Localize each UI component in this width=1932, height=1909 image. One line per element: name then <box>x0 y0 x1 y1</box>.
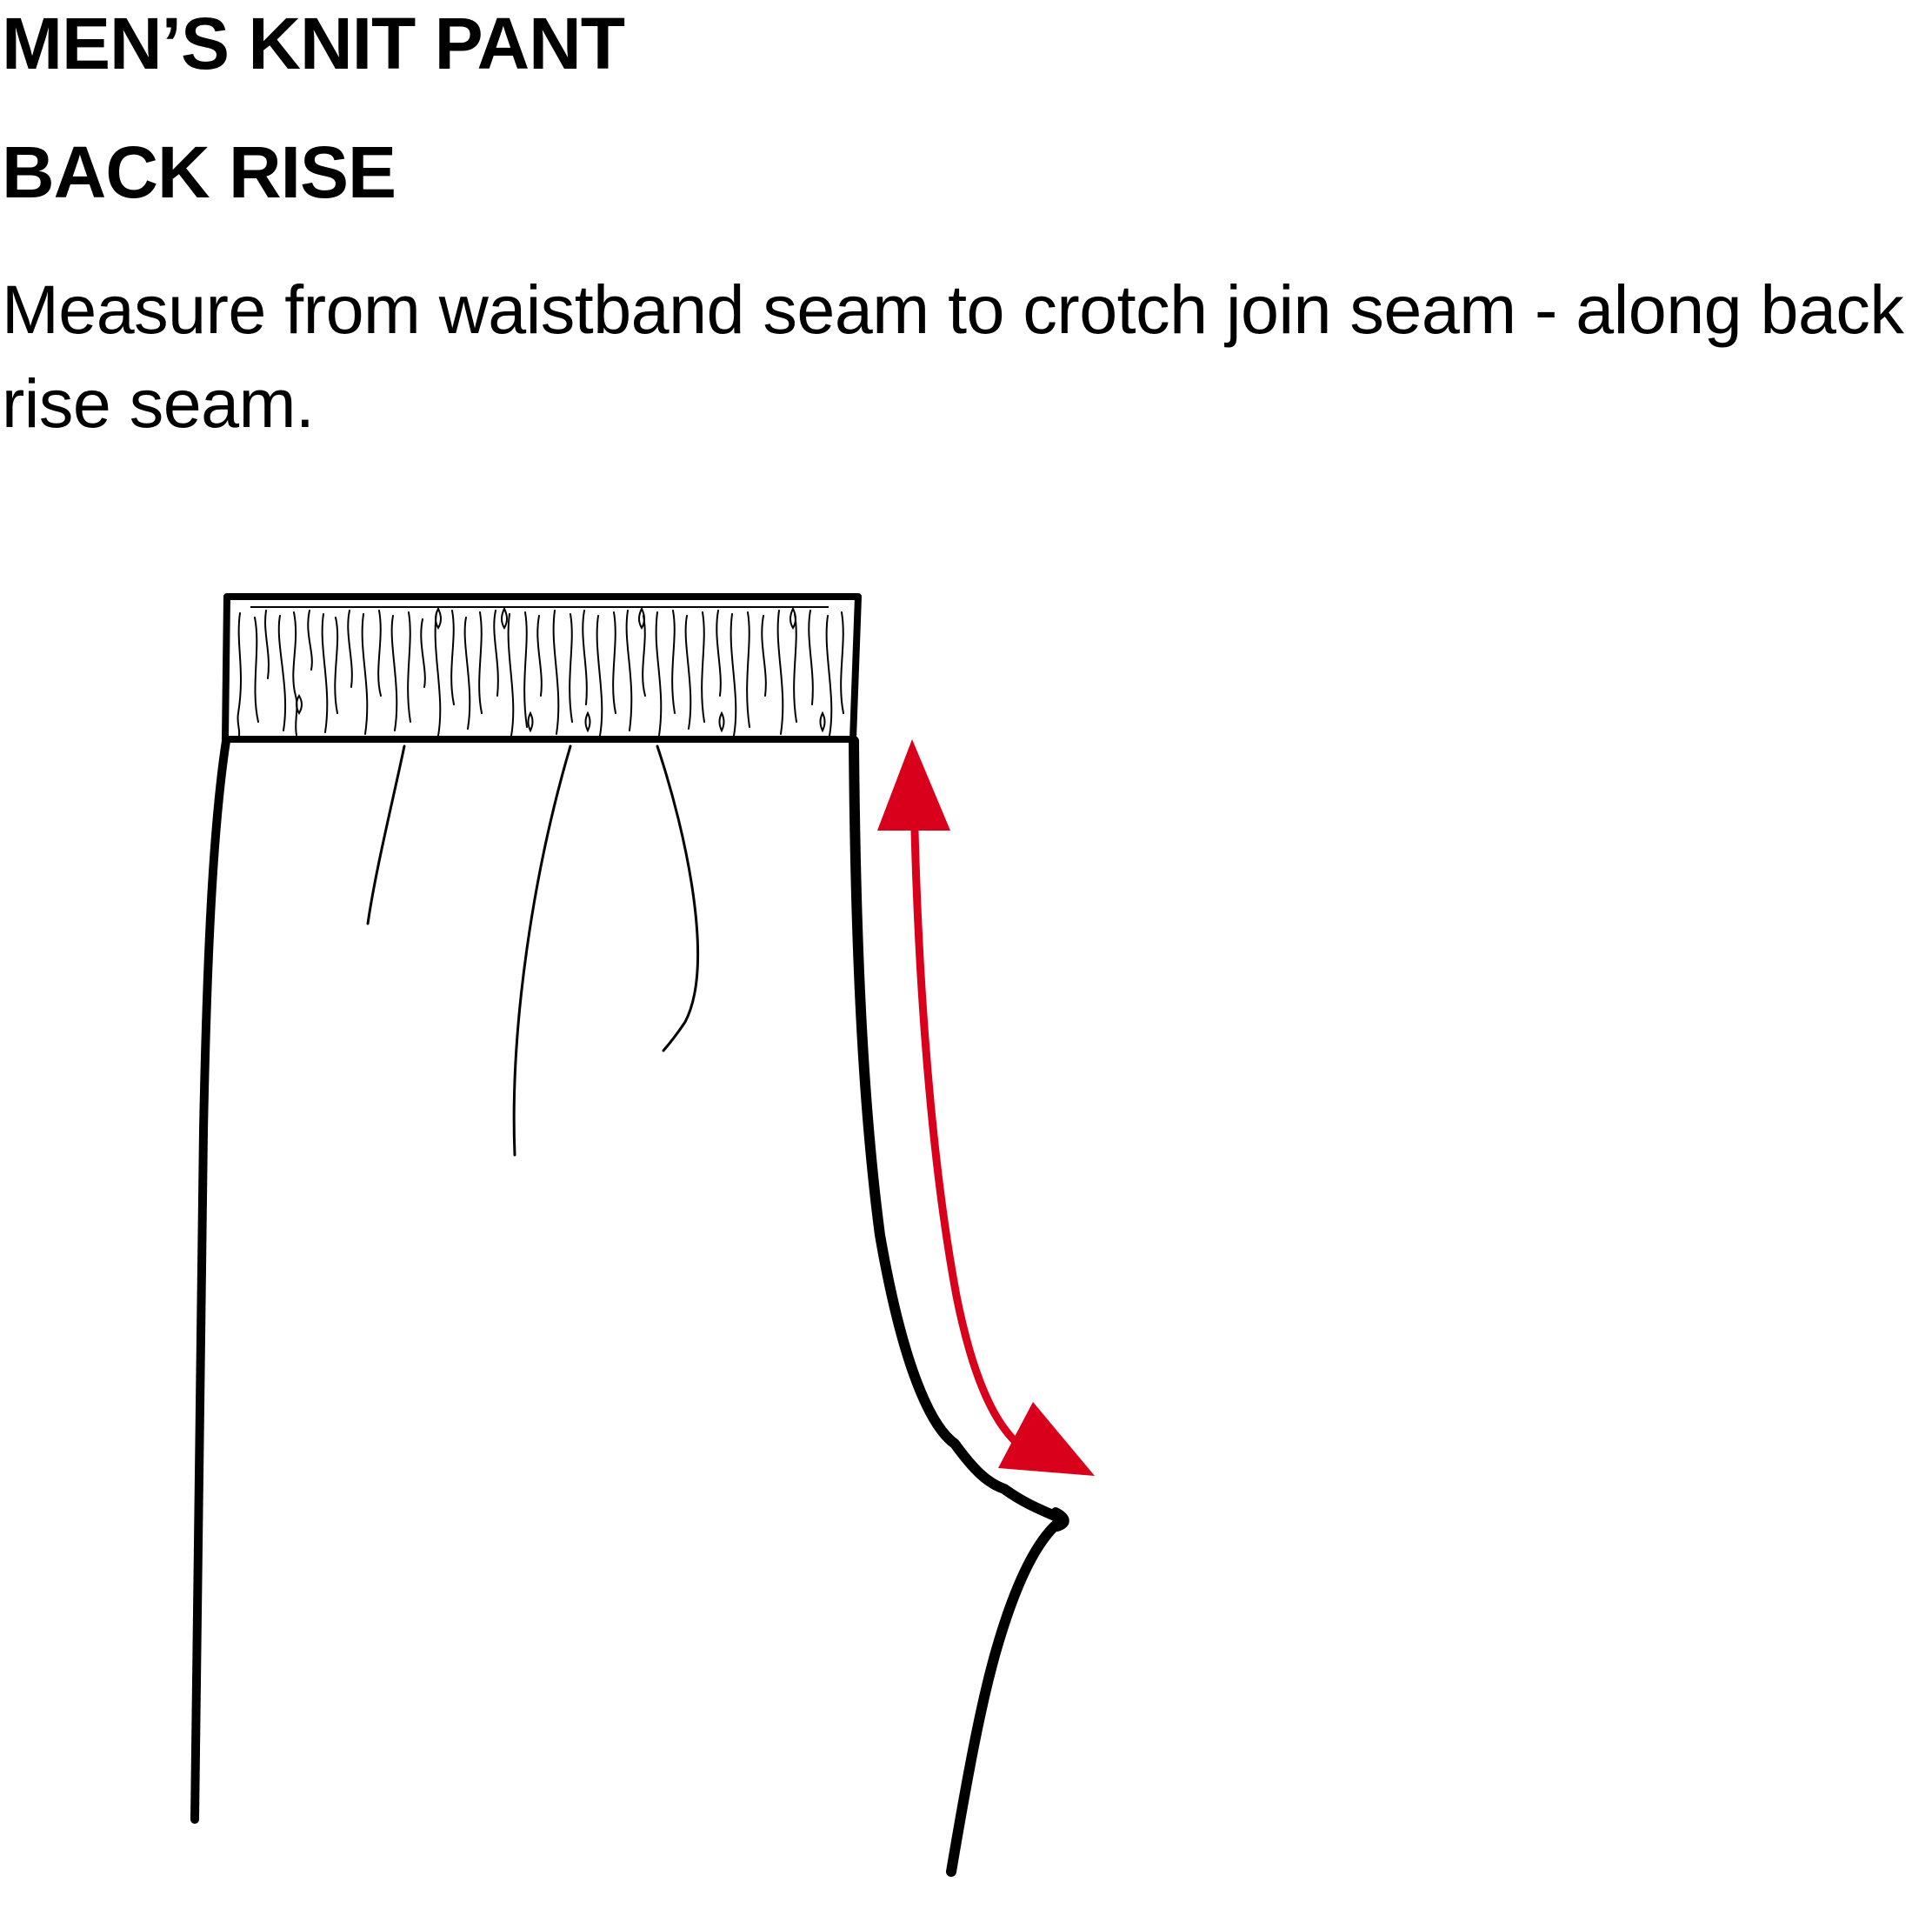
outseam-line <box>190 737 230 1824</box>
measurement-name: BACK RISE <box>2 131 396 213</box>
arrowhead-up <box>877 739 950 831</box>
measure-line <box>909 787 1030 1455</box>
measurement-instructions: Measure from waistband seam to crotch jo… <box>2 270 1904 442</box>
drape-lines <box>366 744 699 1157</box>
back-rise-measure-arrow <box>877 739 1095 1476</box>
arrowhead-down <box>998 1402 1095 1476</box>
waistband-gathers <box>237 610 844 737</box>
drape-line-3 <box>656 744 699 1052</box>
waistband <box>222 593 862 743</box>
drape-line-2 <box>512 744 572 1157</box>
inseam-line <box>946 1514 1068 1877</box>
waistband-gather-loops <box>296 606 826 733</box>
pant-body <box>190 736 1069 1877</box>
page-title: MEN’S KNIT PANT <box>2 3 625 84</box>
crotch-point <box>1051 1507 1069 1532</box>
drape-line-1 <box>366 744 406 925</box>
back-rise-curve <box>849 736 1068 1525</box>
